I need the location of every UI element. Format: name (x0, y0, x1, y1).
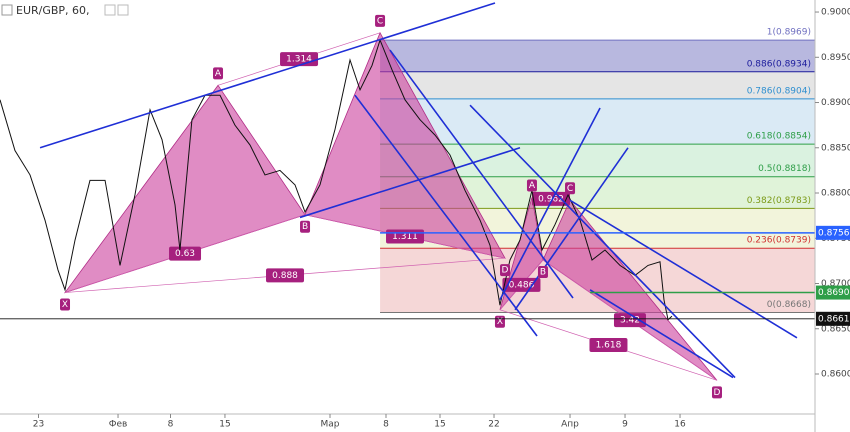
y-tick-label: 0.8700 (821, 279, 850, 289)
price-tag-label: 0.8756 (818, 228, 850, 238)
point-label: C (567, 184, 573, 194)
x-tick-label: 15 (434, 420, 445, 430)
point-marker (375, 14, 386, 27)
x-tick-label: 23 (33, 420, 44, 430)
point-marker (300, 220, 311, 233)
trend-line (514, 147, 629, 311)
fib-label: 0.236(0.8739) (747, 236, 811, 246)
point-label: A (215, 69, 222, 79)
ratio-label: 0.486 (509, 280, 535, 290)
ratio-box (531, 191, 570, 206)
price-tag (816, 285, 850, 300)
fib-label: 0.382(0.8783) (747, 196, 811, 206)
ratio-label: 0.63 (175, 249, 195, 259)
ratio-label: 3.42 (620, 316, 640, 326)
y-tick-label: 0.8600 (821, 369, 850, 379)
point-label: B (540, 267, 546, 277)
point-label: C (377, 16, 383, 26)
fib-label: 0.618(0.8854) (747, 132, 811, 142)
point-marker (60, 298, 71, 311)
y-tick-label: 0.8800 (821, 189, 850, 199)
y-tick-label: 0.8850 (821, 143, 850, 153)
fib-label: 0.886(0.8934) (747, 59, 811, 69)
ratio-box (613, 313, 646, 328)
x-tick-label: Апр (561, 420, 579, 430)
x-tick-label: 8 (168, 420, 174, 430)
price-line (0, 38, 673, 321)
point-marker (213, 67, 224, 80)
point-marker (526, 179, 537, 192)
x-tick-label: 8 (383, 420, 389, 430)
fib-band (380, 98, 815, 145)
y-tick-label: 0.8650 (821, 324, 850, 334)
ratio-label: 1.314 (286, 55, 312, 65)
point-label: D (714, 388, 721, 398)
y-tick-label: 0.8950 (821, 53, 850, 63)
point-marker (565, 182, 576, 195)
ratio-box (589, 338, 628, 353)
ratio-label: 1.311 (392, 232, 418, 242)
settings-icon[interactable] (104, 4, 116, 16)
point-label: D (502, 266, 509, 276)
ratio-box (169, 246, 202, 261)
trend-line (299, 147, 521, 219)
fib-label: 0(0.8668) (767, 300, 811, 310)
fib-label: 0.786(0.8904) (747, 86, 811, 96)
trend-line (569, 199, 798, 339)
trend-line (389, 49, 574, 299)
collapse-icon[interactable] (1, 4, 13, 16)
ratio-box (502, 277, 541, 292)
point-marker (711, 386, 722, 399)
price-tag-label: 0.8661 (818, 314, 850, 324)
ratio-label: 1.618 (596, 341, 622, 351)
point-marker (537, 265, 548, 278)
x-tick-label: 22 (488, 420, 499, 430)
price-tag-label: 0.8690 (818, 288, 850, 298)
fib-band (380, 71, 815, 99)
point-label: X (62, 300, 68, 310)
fib-label: 1(0.8969) (767, 28, 811, 38)
chart-title: EUR/GBP, 60, (16, 4, 90, 17)
x-tick-label: 15 (219, 420, 230, 430)
ratio-label: 0.888 (272, 271, 298, 281)
price-tag (816, 311, 850, 326)
trend-line (39, 2, 496, 149)
trend-line (499, 107, 601, 301)
close-icon[interactable] (117, 4, 129, 16)
point-label: X (497, 317, 503, 327)
point-label: B (302, 222, 308, 232)
trend-line (469, 104, 736, 379)
x-tick-label: 9 (622, 420, 628, 430)
y-tick-label: 0.9000 (821, 8, 850, 18)
fib-label: 0.5(0.8818) (758, 164, 811, 174)
trend-line (354, 94, 538, 337)
ratio-label: 0.962 (538, 194, 564, 204)
y-tick-label: 0.8900 (821, 98, 850, 108)
point-marker (500, 264, 511, 277)
price-tag (816, 225, 850, 240)
x-tick-label: 16 (674, 420, 686, 430)
ratio-box (266, 268, 305, 283)
x-tick-label: Мар (321, 420, 340, 430)
trend-line (589, 289, 734, 379)
x-tick-label: Фев (109, 420, 128, 430)
fib-band (380, 40, 815, 72)
point-label: A (529, 181, 536, 191)
